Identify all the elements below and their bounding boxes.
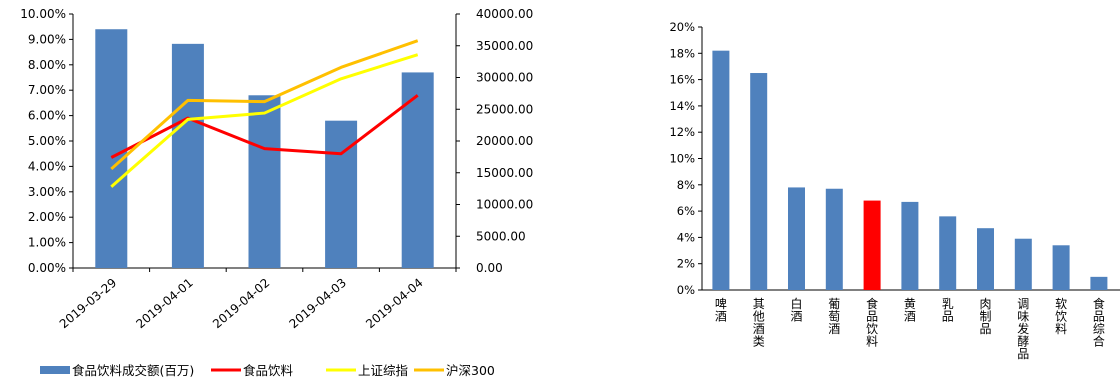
legend-label: 食品饮料 [243,363,294,378]
left-y-tick-label: 10.00% [20,7,66,21]
left-y-tick-label: 5.00% [28,134,66,148]
category-bar [788,187,805,290]
volume-bar [401,72,434,268]
right-y-tick-label: 15000.00 [476,166,533,180]
y-tick-label: 4% [677,230,695,244]
category-bar [825,188,843,290]
left-chart: 0.00% 1.00% 2.00% 3.00% 4.00% 5.00% 6.00% 7.00%… [20,7,533,378]
y-tick-label: 20% [669,20,695,34]
category-bar [863,200,881,290]
left-y-tick-label: 2.00% [28,210,66,224]
right-y-tick-label: 0.00 [476,261,503,275]
right-y-tick-label: 30000.00 [476,71,533,85]
right-chart: 0% 2% 4% 6% 8% 10% 12% 14% 16% 18% 20% 啤酒 其他酒类 白酒 葡萄酒 食… [669,20,1120,361]
right-y-tick-label: 25000.00 [476,102,533,116]
x-tick-label: 2019-04-02 [210,276,272,332]
category-bar [1090,276,1108,290]
left-y-tick-label: 3.00% [28,185,66,199]
legend-swatch [40,366,70,374]
left-y-tick-label: 1.00% [28,236,66,250]
category-bar [901,201,919,290]
right-y-tick-label: 5000.00 [476,229,526,243]
x-tick-label: 白酒 [790,296,802,324]
x-tick-label: 食品综合 [1093,296,1105,349]
x-tick-label: 肉制品 [979,297,991,336]
x-tick-label: 乳品 [942,297,954,324]
volume-bar [171,43,204,268]
y-tick-label: 10% [669,152,695,166]
legend-label: 沪深300 [446,363,495,378]
right-y-tick-label: 10000.00 [476,198,533,212]
x-tick-label: 软饮料 [1055,297,1067,336]
y-tick-label: 12% [669,125,695,139]
y-tick-label: 16% [669,73,695,87]
y-tick-label: 8% [677,178,695,192]
series-line [110,53,419,188]
x-tick-label: 2019-04-04 [363,276,425,332]
right-plot-area: 0% 2% 4% 6% 8% 10% 12% 14% 16% 18% 20% 啤酒 其他酒类 白酒 葡萄酒 食… [669,20,1120,361]
x-tick-label: 食品饮料 [866,296,878,349]
legend-label: 食品饮料成交额(百万) [72,363,194,378]
x-tick-label: 2019-04-03 [287,276,349,332]
left-y-tick-label: 4.00% [28,159,66,173]
volume-bar [95,29,128,268]
category-bar [1052,245,1070,290]
x-tick-label: 葡萄酒 [828,297,840,336]
volume-bar [325,120,358,269]
left-legend: 食品饮料成交额(百万) 食品饮料 上证综指 沪深300 [40,363,495,378]
series-line [110,39,419,171]
category-bar [939,216,957,290]
category-bar [1014,238,1032,290]
left-y-tick-label: 0.00% [28,261,66,275]
series-line [110,94,419,159]
left-plot-area: 0.00% 1.00% 2.00% 3.00% 4.00% 5.00% 6.00% 7.00%… [20,7,533,331]
y-tick-label: 14% [669,99,695,113]
legend-label: 上证综指 [358,363,408,378]
x-tick-label: 2019-04-01 [133,276,195,332]
category-bar [977,228,994,290]
x-tick-label: 其他酒类 [753,297,765,349]
x-tick-label: 2019-03-29 [57,276,119,332]
left-y-tick-label: 7.00% [28,83,66,97]
left-y-tick-label: 6.00% [28,109,66,123]
left-y-tick-label: 8.00% [28,58,66,72]
right-y-tick-label: 40000.00 [476,7,533,21]
left-y-tick-label: 9.00% [28,32,66,46]
x-tick-label: 黄酒 [904,297,916,324]
right-y-tick-label: 35000.00 [476,39,533,53]
x-tick-label: 调味发酵品 [1017,297,1029,361]
y-tick-label: 18% [669,46,695,60]
category-bar [712,50,730,290]
right-y-tick-label: 20000.00 [476,134,533,148]
y-tick-label: 0% [677,283,695,297]
category-bar [750,73,768,291]
x-tick-label: 啤酒 [715,296,727,324]
y-tick-label: 6% [677,204,695,218]
y-tick-label: 2% [677,257,695,271]
volume-bar [248,95,281,268]
